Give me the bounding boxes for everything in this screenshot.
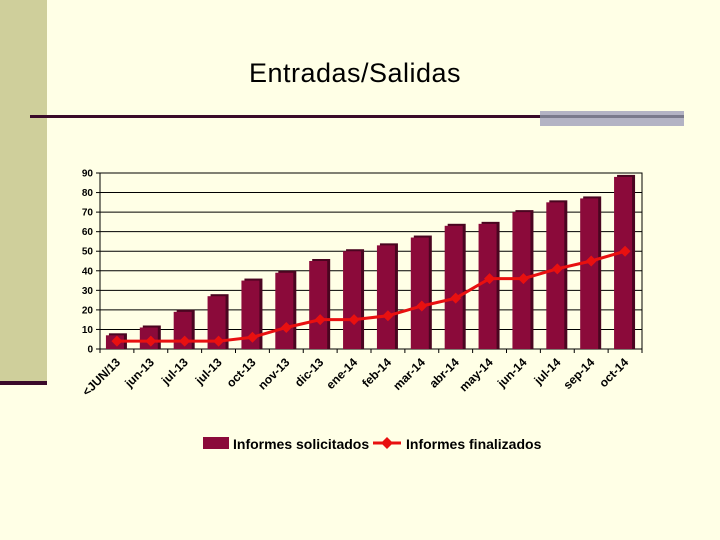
legend-swatch-solicitados <box>203 437 229 449</box>
x-tick-label: may-14 <box>457 355 496 394</box>
slide-title-text: Entradas/Salidas <box>248 58 462 88</box>
line-point <box>585 255 597 267</box>
title-rule-accent <box>540 111 684 126</box>
line-point <box>619 245 631 257</box>
x-tick-label: dic-13 <box>292 355 327 390</box>
line-point <box>382 310 394 322</box>
bar <box>376 245 395 349</box>
bar <box>309 261 328 349</box>
line-point <box>450 292 462 304</box>
x-tick-label: sep-14 <box>561 355 598 392</box>
line-point <box>145 335 157 347</box>
bar <box>444 225 463 349</box>
x-tick-label: ene-14 <box>323 355 360 392</box>
slide-title: Entradas/Salidas <box>0 58 720 89</box>
y-tick-label: 0 <box>87 345 93 356</box>
line-point <box>179 335 191 347</box>
line-point <box>416 300 428 312</box>
legend-marker-finalizados <box>381 437 393 449</box>
x-tick-label: jul-13 <box>192 355 225 388</box>
bar <box>343 251 362 349</box>
y-tick-label: 60 <box>82 227 94 238</box>
x-tick-label: <JUN/13 <box>79 355 123 399</box>
bar <box>580 198 599 349</box>
series-line <box>116 249 626 343</box>
bar <box>241 280 260 349</box>
line-point <box>280 321 292 333</box>
line-point <box>517 273 529 285</box>
x-tick-label: jun-13 <box>121 355 157 391</box>
line-point <box>314 314 326 326</box>
y-tick-label: 30 <box>82 286 94 297</box>
left-decor-line <box>0 381 47 385</box>
bar <box>275 272 294 349</box>
x-tick-label: jul-13 <box>158 355 191 388</box>
y-tick-label: 90 <box>82 169 94 180</box>
y-tick-label: 20 <box>82 305 94 316</box>
line-point <box>348 314 360 326</box>
y-tick-label: 70 <box>82 208 94 219</box>
x-tick-label: nov-13 <box>255 355 292 392</box>
bar <box>614 176 633 349</box>
x-tick-label: oct-13 <box>224 355 259 390</box>
legend-label-finalizados: Informes finalizados <box>406 436 542 452</box>
y-tick-label: 10 <box>82 325 94 336</box>
title-rule-accent-line <box>540 115 684 118</box>
line-series <box>111 245 631 347</box>
title-rule <box>30 115 540 118</box>
x-tick-label: jul-14 <box>531 355 564 388</box>
bar <box>410 237 429 349</box>
bar <box>478 223 497 349</box>
bar-series <box>105 174 636 349</box>
bar <box>546 202 565 349</box>
line-point <box>111 335 123 347</box>
y-tick-label: 80 <box>82 188 94 199</box>
line-point <box>213 335 225 347</box>
x-tick-label: oct-14 <box>596 355 631 390</box>
bar <box>207 296 226 349</box>
y-axis: 0 10 20 30 40 50 60 70 80 90 <box>82 169 100 356</box>
x-tick-label: feb-14 <box>359 355 394 390</box>
x-tick-label: jun-14 <box>494 355 530 391</box>
line-point <box>551 263 563 275</box>
y-tick-label: 50 <box>82 247 94 258</box>
legend: Informes solicitados Informes finalizado… <box>203 436 542 452</box>
y-tick-label: 40 <box>82 266 94 277</box>
x-tick-label: mar-14 <box>390 355 428 393</box>
line-point <box>246 331 258 343</box>
line-point <box>484 273 496 285</box>
legend-label-solicitados: Informes solicitados <box>233 436 369 452</box>
left-decor-band <box>0 0 47 385</box>
